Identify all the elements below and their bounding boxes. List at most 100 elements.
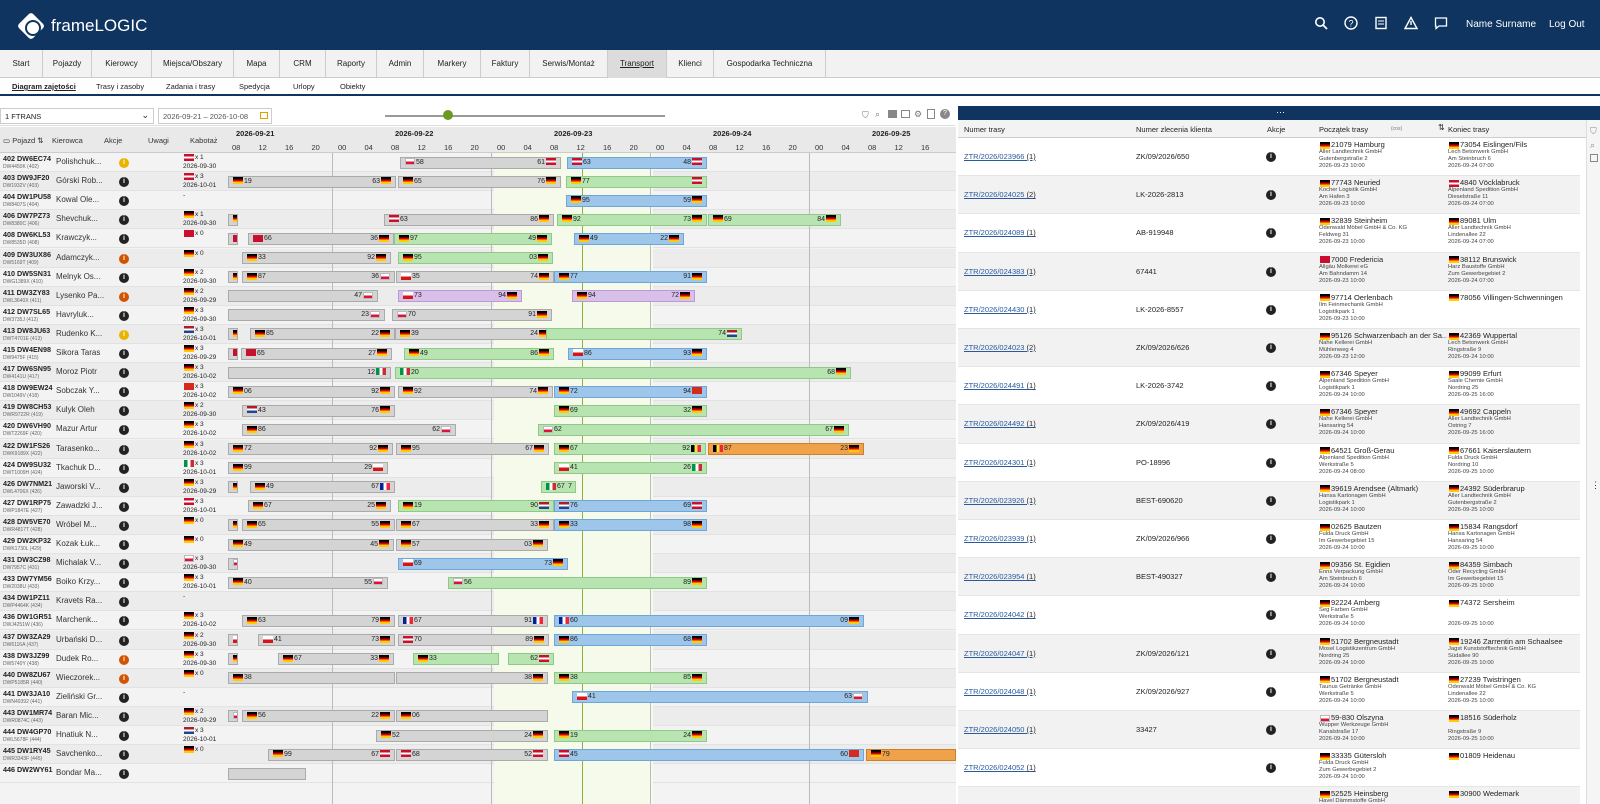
drag-handle-icon[interactable]: ⋯ (1276, 107, 1285, 117)
vehicle-reg[interactable]: 440 DW8ZU67 (3, 669, 51, 679)
vehicle-reg[interactable]: 434 DW1PZ11 (3, 593, 50, 603)
route-bar[interactable]: 67 7 (541, 481, 576, 494)
route-number-link[interactable]: ZTR/2026/024050 (1) (964, 725, 1036, 734)
driver-name[interactable]: Krawczyk... (56, 233, 97, 243)
alert-icon[interactable]: i (119, 291, 129, 302)
route-bar[interactable]: 77 (566, 175, 707, 188)
logout-button[interactable]: Log Out (1549, 19, 1585, 30)
submenu-item[interactable]: Urlopy (293, 82, 315, 91)
route-bar[interactable]: 45 60 (554, 748, 864, 761)
route-bar[interactable]: 86 68 (554, 634, 707, 646)
vehicle-reg[interactable]: 418 DW9EW24 (3, 383, 53, 393)
driver-name[interactable]: Hnatiuk N... (56, 730, 98, 739)
vehicle-row[interactable]: 404 DW1PU58 DW8407S (404) Kowal Ole... i - (0, 191, 956, 211)
driver-header[interactable]: Kierowca (52, 136, 83, 145)
driver-name[interactable]: Kowal Ole... (56, 195, 100, 205)
info-icon[interactable]: i (119, 310, 129, 321)
driver-name[interactable]: Tarasenko... (56, 443, 100, 453)
vehicle-row[interactable]: 408 DW6KL53 DW8535D (408) Krawczyk... i x 0 (0, 229, 956, 249)
route-row[interactable]: ZTR/2026/024301 (1) PO-18996 i 64521 Groß-G… (958, 444, 1580, 482)
info-icon[interactable]: i (119, 215, 129, 226)
route-bar[interactable]: 56 22 (242, 710, 395, 723)
driver-name[interactable]: Zieliński Gr... (56, 691, 103, 701)
driver-name[interactable]: Melnyk Os... (56, 271, 101, 281)
vehicle-row[interactable]: 424 DW9SU32 DWT1009H (424) Tkachuk D... i x … (0, 459, 956, 478)
route-row[interactable]: ZTR/2026/023954 (1) BEST-490327 i 09356 St.… (958, 558, 1580, 597)
submenu-item[interactable]: Zadania i trasy (166, 82, 216, 91)
timeline-slider-track[interactable] (385, 115, 665, 117)
driver-name[interactable]: Polishchuk... (56, 157, 102, 166)
route-bar[interactable]: 20 68 (395, 366, 851, 379)
route-bar[interactable]: 86 93 (568, 347, 707, 360)
route-number[interactable]: ZTR/2026/023966 (964, 152, 1025, 161)
route-bar[interactable]: 70 89 (398, 634, 549, 646)
info-icon[interactable]: i (119, 750, 129, 761)
route-bar[interactable]: 87 36 (242, 271, 395, 284)
route-row[interactable]: ZTR/2026/024491 (1) LK-2026-3742 i 67346 Sp… (958, 367, 1580, 406)
info-icon[interactable]: i (1266, 572, 1276, 583)
route-bar[interactable] (228, 232, 238, 245)
route-end-header[interactable]: Koniec trasy (1448, 125, 1490, 134)
route-bar[interactable]: 76 69 (554, 500, 707, 513)
info-icon[interactable]: i (1266, 610, 1276, 621)
warning-icon[interactable] (1402, 16, 1420, 34)
vehicle-reg[interactable]: 427 DW1RP75 (3, 497, 51, 507)
route-bar[interactable]: 72 92 (228, 443, 393, 455)
route-bar[interactable] (228, 481, 238, 494)
route-number-link[interactable]: ZTR/2026/024048 (1) (964, 687, 1036, 696)
route-bar[interactable]: 41 73 (258, 634, 395, 646)
route-bar[interactable]: 52 24 (376, 729, 548, 742)
submenu-item[interactable]: Trasy i zasoby (96, 82, 145, 91)
route-bar[interactable]: 86 62 (242, 423, 456, 436)
info-icon[interactable]: i (1266, 648, 1276, 659)
route-bar[interactable]: 49 67 (250, 481, 395, 494)
vehicle-reg[interactable]: 404 DW1PU58 (3, 192, 51, 202)
vehicle-reg[interactable]: 420 DW6VH90 (3, 421, 51, 431)
route-bar[interactable]: 95 67 (396, 443, 549, 455)
route-bar[interactable]: 33 (413, 653, 499, 666)
route-bar[interactable]: 19 63 (228, 175, 396, 188)
route-bar[interactable]: 67 25 (248, 500, 391, 513)
vehicle-row[interactable]: 426 DW7NM21 DWL4706X (426) Jaworski V... i x… (0, 477, 956, 497)
route-bar[interactable]: 35 74 (396, 271, 554, 284)
vehicle-reg[interactable]: 445 DW1RY45 (3, 746, 51, 756)
driver-name[interactable]: Adamczyk... (56, 252, 100, 262)
route-number[interactable]: ZTR/2026/024052 (964, 763, 1025, 773)
timeline-slider-handle[interactable] (443, 110, 453, 120)
route-bar[interactable]: 40 55 (228, 576, 388, 589)
driver-name[interactable]: Marchenk... (56, 615, 98, 625)
vehicle-reg[interactable]: 403 DW9JF20 (3, 173, 50, 183)
route-bar[interactable]: 06 (396, 710, 548, 723)
vehicle-row[interactable]: 441 DW3JA10 DWN49392 (441) Zieliński Gr...… (0, 688, 956, 707)
route-row[interactable]: ZTR/2026/024089 (1) AB-919948 i 32839 Stein… (958, 214, 1580, 253)
info-icon[interactable]: i (119, 711, 129, 722)
route-number[interactable]: ZTR/2026/023926 (964, 495, 1025, 505)
vehicle-reg[interactable]: 446 DW2WY61 (3, 765, 53, 775)
menu-serwis-montaż[interactable]: Serwis/Montaż (530, 50, 608, 78)
route-bar[interactable]: 49 45 (228, 538, 394, 551)
route-bar[interactable]: 19 90 (398, 500, 554, 513)
driver-name[interactable]: Urbański D... (56, 634, 103, 644)
route-bar[interactable]: 38 (228, 672, 395, 685)
route-bar[interactable]: 65 55 (242, 519, 395, 532)
route-bar[interactable]: 62 (508, 653, 554, 666)
route-bar[interactable]: 06 92 (228, 385, 395, 398)
route-bar[interactable]: 72 94 (554, 385, 707, 398)
route-number[interactable]: ZTR/2026/024042 (964, 610, 1025, 620)
route-row[interactable]: ZTR/2026/024383 (1) 67441 i 7000 Fredericia… (958, 252, 1580, 291)
chat-icon[interactable] (1432, 16, 1450, 34)
settings-icon[interactable]: ⚙ (914, 109, 923, 119)
notice-icon[interactable]: i (119, 158, 129, 168)
info-icon[interactable]: i (1266, 190, 1276, 201)
app-logo[interactable]: frameLOGIC (16, 11, 147, 41)
vehicle-row[interactable]: 410 DW5SN31 DWG1389X (410) Melnyk Os... i x … (0, 268, 956, 287)
driver-name[interactable]: Mazur Artur (56, 424, 98, 434)
route-number-link[interactable]: ZTR/2026/024383 (1) (964, 267, 1036, 276)
info-icon[interactable]: i (1266, 495, 1276, 506)
info-icon[interactable]: i (119, 368, 129, 379)
driver-name[interactable]: Kulyk Oleh (56, 405, 95, 415)
route-number[interactable]: ZTR/2026/023954 (964, 572, 1025, 582)
route-bar[interactable]: 65 76 (398, 175, 561, 188)
